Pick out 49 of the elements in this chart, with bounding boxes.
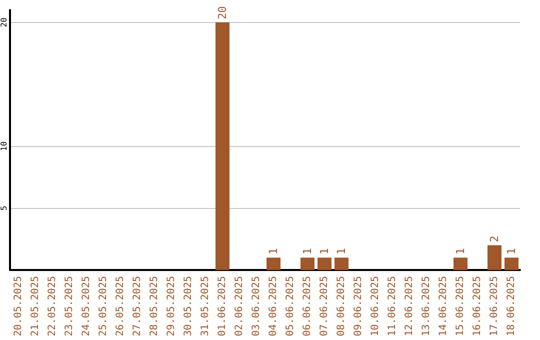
bar <box>504 258 518 270</box>
bar <box>454 258 468 270</box>
x-tick-label: 01.06.2025 <box>217 276 228 336</box>
x-tick-label: 27.05.2025 <box>132 276 143 336</box>
x-tick-label: 02.06.2025 <box>234 276 245 336</box>
bar <box>318 258 332 270</box>
x-tick-label: 18.06.2025 <box>506 276 517 336</box>
x-tick-label: 08.06.2025 <box>336 276 347 336</box>
bar <box>266 258 280 270</box>
data-label: 1 <box>318 248 331 255</box>
x-tick-label: 31.05.2025 <box>200 276 211 336</box>
x-tick-label: 10.06.2025 <box>370 276 381 336</box>
x-tick-label: 16.06.2025 <box>472 276 483 336</box>
x-tick-label: 13.06.2025 <box>421 276 432 336</box>
y-tick-label: 20 <box>0 17 8 28</box>
bar <box>300 258 314 270</box>
x-tick-label: 09.06.2025 <box>353 276 364 336</box>
x-tick-label: 23.05.2025 <box>64 276 75 336</box>
x-tick-label: 06.06.2025 <box>302 276 313 336</box>
x-tick-label: 26.05.2025 <box>115 276 126 336</box>
x-tick-label: 05.06.2025 <box>285 276 296 336</box>
x-tick-label: 20.05.2025 <box>13 276 24 336</box>
data-label: 1 <box>335 248 348 255</box>
data-label: 1 <box>505 248 518 255</box>
x-tick-label: 25.05.2025 <box>98 276 109 336</box>
x-tick-label: 14.06.2025 <box>438 276 449 336</box>
x-tick-label: 15.06.2025 <box>455 276 466 336</box>
data-label: 1 <box>267 248 280 255</box>
y-tick-label: 10 <box>0 141 8 152</box>
bar <box>334 258 348 270</box>
x-tick-label: 29.05.2025 <box>166 276 177 336</box>
data-label: 2 <box>488 236 501 242</box>
x-tick-label: 03.06.2025 <box>251 276 262 336</box>
x-tick-label: 22.05.2025 <box>47 276 58 336</box>
data-label: 1 <box>301 248 314 255</box>
x-tick-label: 21.05.2025 <box>30 276 41 336</box>
bar <box>488 245 502 270</box>
x-tick-label: 12.06.2025 <box>404 276 415 336</box>
data-label: 20 <box>216 6 229 20</box>
x-tick-label: 28.05.2025 <box>149 276 160 336</box>
x-tick-label: 04.06.2025 <box>268 276 279 336</box>
x-tick-label: 24.05.2025 <box>81 276 92 336</box>
x-tick-label: 30.05.2025 <box>183 276 194 336</box>
x-tick-label: 17.06.2025 <box>489 276 500 336</box>
bar <box>216 22 230 270</box>
x-tick-label: 11.06.2025 <box>387 276 398 336</box>
x-tick-label: 07.06.2025 <box>319 276 330 336</box>
data-label: 1 <box>454 248 467 255</box>
y-tick-label: 5 <box>0 206 8 211</box>
